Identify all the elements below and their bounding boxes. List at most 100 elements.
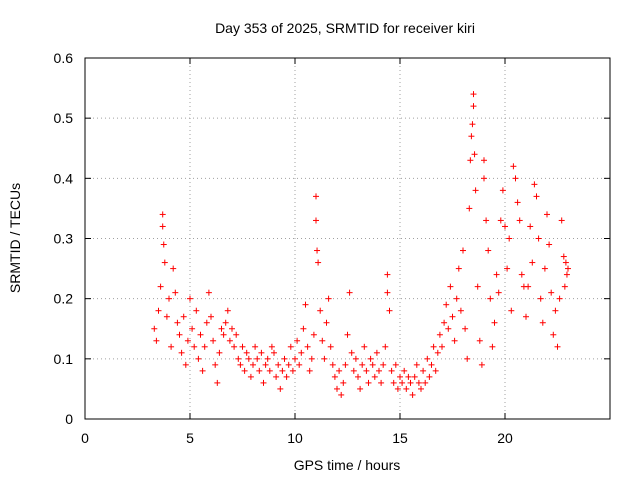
data-point <box>525 283 532 290</box>
data-point <box>556 295 563 302</box>
data-point <box>518 271 525 278</box>
data-point <box>469 121 476 128</box>
data-point <box>187 295 193 302</box>
data-point <box>491 319 498 326</box>
data-point <box>378 379 385 386</box>
data-point <box>304 343 311 350</box>
data-point <box>561 283 568 290</box>
data-point <box>222 319 229 326</box>
data-point <box>390 379 397 386</box>
data-point <box>418 385 424 392</box>
data-point <box>424 355 431 362</box>
data-point <box>399 379 406 386</box>
data-point <box>447 283 454 290</box>
data-point <box>203 319 210 326</box>
data-point <box>527 223 534 230</box>
data-point <box>388 367 395 374</box>
data-point <box>510 163 517 170</box>
data-point <box>376 367 382 374</box>
data-point <box>401 367 408 374</box>
y-tick-labels: 0 0.1 0.2 0.3 0.4 0.5 0.6 <box>54 50 74 427</box>
data-point <box>231 343 238 350</box>
data-point <box>283 373 290 380</box>
data-point <box>348 349 355 356</box>
data-point <box>550 331 557 338</box>
data-point <box>268 343 275 350</box>
data-point <box>394 385 401 392</box>
data-point <box>533 193 540 200</box>
data-point <box>409 391 416 398</box>
data-point <box>554 343 561 350</box>
data-point <box>237 361 244 368</box>
data-point <box>420 367 427 374</box>
y-tick-label: 0.6 <box>54 50 74 66</box>
data-point <box>457 307 464 314</box>
data-point <box>430 343 437 350</box>
data-point <box>336 367 343 374</box>
data-point <box>182 361 189 368</box>
data-point <box>428 361 435 368</box>
data-point <box>470 91 477 98</box>
x-tick-label: 15 <box>392 430 408 446</box>
data-point <box>239 343 246 350</box>
data-point <box>205 289 212 296</box>
data-point <box>208 313 214 320</box>
data-point <box>355 373 361 380</box>
data-point <box>172 289 179 296</box>
data-point <box>201 343 208 350</box>
data-point <box>445 325 452 332</box>
data-point <box>197 331 204 338</box>
data-point <box>386 307 393 314</box>
data-point <box>562 259 569 266</box>
data-point <box>233 331 240 338</box>
data-point <box>512 175 519 182</box>
data-point <box>502 223 508 230</box>
data-point <box>506 235 513 242</box>
data-point <box>235 355 242 362</box>
data-point <box>487 295 494 302</box>
x-tick-label: 10 <box>287 430 303 446</box>
data-point <box>563 271 570 278</box>
data-point <box>161 259 168 266</box>
data-point <box>436 331 443 338</box>
data-point <box>426 373 433 380</box>
data-point <box>151 325 158 332</box>
data-point <box>451 337 458 344</box>
data-point <box>497 217 504 224</box>
data-point <box>310 331 317 338</box>
data-point <box>462 325 469 332</box>
data-point <box>245 355 252 362</box>
data-point <box>315 259 322 266</box>
data-point <box>229 325 235 332</box>
data-point <box>350 367 357 374</box>
data-point <box>476 337 483 344</box>
data-point <box>499 187 506 194</box>
data-point <box>224 307 231 314</box>
data-point <box>210 337 217 344</box>
data-point <box>422 379 429 386</box>
chart-title: Day 353 of 2025, SRMTID for receiver kir… <box>215 20 475 36</box>
data-point <box>514 199 521 206</box>
y-tick-label: 0.3 <box>54 231 74 247</box>
data-point <box>443 301 450 308</box>
x-tick-label: 0 <box>81 430 89 446</box>
data-point <box>216 349 223 356</box>
data-point <box>155 307 162 314</box>
data-point <box>453 295 460 302</box>
data-point <box>552 307 559 314</box>
data-point <box>252 343 259 350</box>
data-point <box>266 367 273 374</box>
data-point <box>294 337 301 344</box>
data-point <box>241 367 248 374</box>
data-point <box>174 319 181 326</box>
y-axis-label: SRMTID / TECUs <box>7 183 23 293</box>
data-point <box>342 361 349 368</box>
data-point <box>281 355 288 362</box>
data-point <box>481 175 487 182</box>
data-point <box>449 313 456 320</box>
y-tick-label: 0 <box>65 411 73 427</box>
data-point <box>313 217 319 224</box>
data-point <box>485 247 492 254</box>
data-point <box>468 133 475 140</box>
data-point <box>277 385 284 392</box>
